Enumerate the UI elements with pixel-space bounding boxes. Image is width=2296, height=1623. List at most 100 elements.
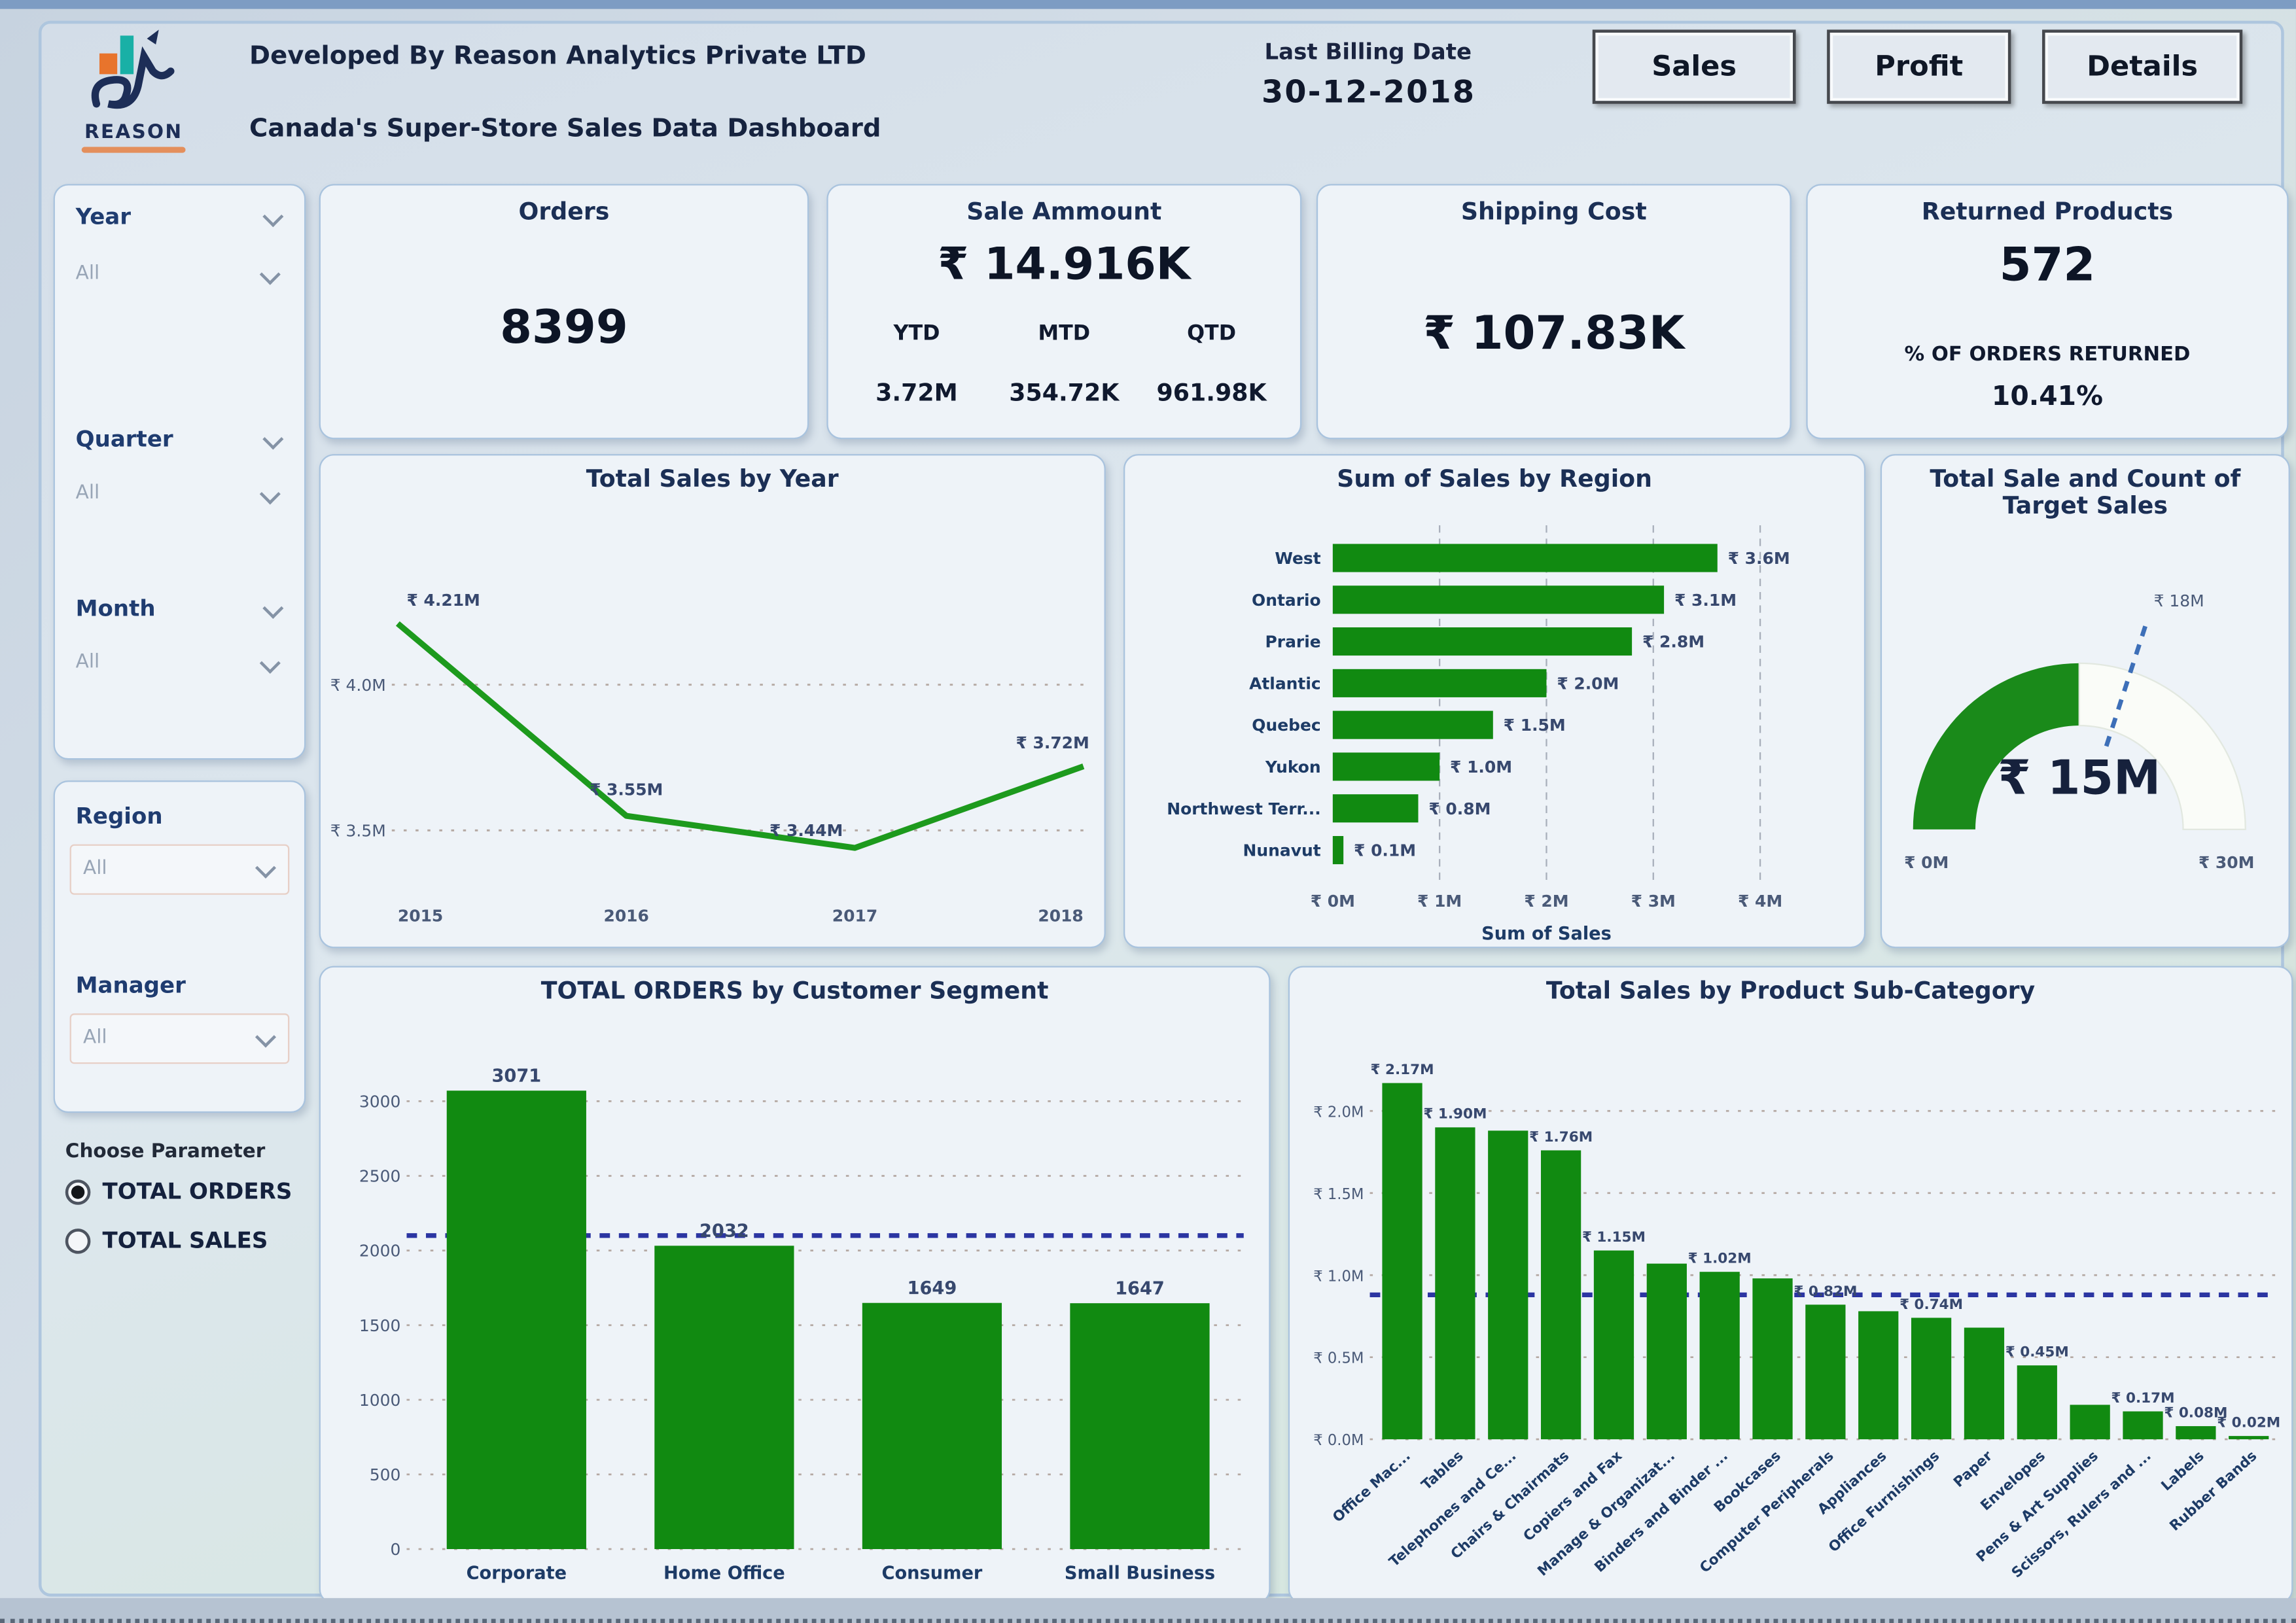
y-tick-label: 0 <box>391 1540 401 1559</box>
chevron-down-icon[interactable] <box>259 652 281 674</box>
bar-Tables[interactable] <box>1435 1127 1475 1440</box>
bar-Home Office[interactable] <box>654 1246 794 1550</box>
category-label: Yukon <box>1265 758 1321 777</box>
y-tick-label: ₹ 3.5M <box>330 821 386 840</box>
year-slicer-value[interactable]: All <box>75 262 100 285</box>
category-label: Small Business <box>1065 1563 1215 1583</box>
x-tick-label: ₹ 0M <box>1311 892 1355 911</box>
sales-line[interactable] <box>395 621 1085 851</box>
bar-Office Furnishings[interactable] <box>1911 1318 1952 1440</box>
bar-Paper[interactable] <box>1964 1327 2005 1440</box>
bar-Quebec[interactable] <box>1332 710 1493 739</box>
chart-title: Sum of Sales by Region <box>1337 464 1652 493</box>
y-tick-label: 2500 <box>359 1167 400 1186</box>
bar-Labels[interactable] <box>2176 1426 2216 1440</box>
region-slicer-value[interactable]: All <box>83 858 107 881</box>
radio-total-orders-label: TOTAL ORDERS <box>102 1178 292 1205</box>
y-tick-label: 1500 <box>359 1316 400 1335</box>
radio-total-sales[interactable]: TOTAL SALES <box>65 1227 268 1254</box>
radio-selected-icon[interactable] <box>65 1179 91 1204</box>
y-tick-label: ₹ 2.0M <box>1313 1104 1364 1121</box>
y-tick-label: ₹ 1.5M <box>1313 1186 1364 1203</box>
chevron-down-icon[interactable] <box>259 264 281 285</box>
x-tick-label: 2018 <box>1038 907 1083 926</box>
chevron-down-icon[interactable] <box>262 206 284 228</box>
bar-Rubber Bands[interactable] <box>2229 1436 2269 1440</box>
x-tick-label: 2016 <box>603 907 648 926</box>
radio-total-orders[interactable]: TOTAL ORDERS <box>65 1178 292 1205</box>
data-label: ₹ 0.74M <box>1899 1297 1963 1313</box>
bar-Envelopes[interactable] <box>2017 1365 2057 1440</box>
bar-Consumer[interactable] <box>862 1302 1002 1550</box>
chart-title: Total Sales by Year <box>586 464 839 493</box>
quarter-slicer-header[interactable]: Quarter <box>75 425 173 453</box>
manager-slicer-dropdown[interactable]: All <box>69 1013 290 1064</box>
qtd-value: 961.98K <box>1156 378 1267 407</box>
x-axis-title: Sum of Sales <box>1481 924 1612 944</box>
bar-Office Mac...[interactable] <box>1382 1083 1422 1440</box>
chevron-down-icon[interactable] <box>262 597 284 620</box>
bar-West[interactable] <box>1332 544 1718 572</box>
gauge-arc[interactable] <box>1913 663 2079 829</box>
bar-Prarie[interactable] <box>1332 627 1633 656</box>
category-label: Paper <box>1951 1448 1996 1491</box>
bar-Manage & Organizat...[interactable] <box>1646 1263 1687 1440</box>
data-label: ₹ 2.8M <box>1642 633 1704 652</box>
sales-nav-button[interactable]: Sales <box>1592 29 1796 104</box>
bar-Telephones and Ce...[interactable] <box>1488 1130 1528 1440</box>
bar-Yukon[interactable] <box>1332 752 1440 781</box>
chevron-down-icon[interactable] <box>255 1026 277 1048</box>
category-label: Ontario <box>1252 591 1321 610</box>
y-tick-label: ₹ 0.0M <box>1313 1432 1364 1449</box>
region-slicer-header[interactable]: Region <box>75 803 163 829</box>
x-tick-label: ₹ 1M <box>1417 892 1462 911</box>
bar-Pens & Art Supplies[interactable] <box>2070 1405 2110 1440</box>
manager-slicer-value[interactable]: All <box>83 1026 107 1049</box>
bar-Nunavut[interactable] <box>1332 835 1344 865</box>
region-slicer-dropdown[interactable]: All <box>69 844 290 895</box>
bar-Northwest Terr...[interactable] <box>1332 794 1419 823</box>
bar-Corporate[interactable] <box>446 1091 586 1550</box>
chevron-down-icon[interactable] <box>255 857 277 879</box>
logo-text: REASON <box>84 121 183 145</box>
chart-card-orders-by-segment: TOTAL ORDERS by Customer Segment 3000 250… <box>319 966 1271 1604</box>
chevron-down-icon[interactable] <box>262 428 284 450</box>
kpi-sale-breakdown-labels: YTD MTD QTD <box>843 322 1285 345</box>
data-label: ₹ 3.44M <box>769 821 843 840</box>
kpi-card-returns: Returned Products 572 % OF ORDERS RETURN… <box>1806 184 2289 440</box>
bar-Appliances[interactable] <box>1858 1311 1899 1440</box>
month-slicer-value[interactable]: All <box>75 651 100 674</box>
details-nav-button[interactable]: Details <box>2042 29 2243 104</box>
profit-nav-button[interactable]: Profit <box>1827 29 2011 104</box>
manager-slicer-header[interactable]: Manager <box>75 971 186 999</box>
last-billing-date: 30-12-2018 <box>1261 74 1476 110</box>
bar-Atlantic[interactable] <box>1332 669 1547 697</box>
bar-Binders and Binder ...[interactable] <box>1699 1272 1740 1440</box>
bar-Copiers and Fax[interactable] <box>1593 1250 1634 1440</box>
month-slicer-header[interactable]: Month <box>75 595 156 622</box>
bar-Scissors, Rulers and ...[interactable] <box>2123 1411 2163 1440</box>
data-label: ₹ 0.17M <box>2111 1390 2174 1406</box>
y-tick-label: 1000 <box>359 1391 400 1410</box>
sales-by-region-bar-chart: ₹ 0M ₹ 1M ₹ 2M ₹ 3M ₹ 4M West ₹ 3.6M Ontario ₹ 3… <box>1167 525 1790 944</box>
category-label: Office Mac... <box>1330 1448 1414 1526</box>
y-tick-label: ₹ 0.5M <box>1313 1350 1364 1367</box>
kpi-card-sale-amount: Sale Ammount ₹ 14.916K YTD MTD QTD 3.72M… <box>826 184 1302 440</box>
bar-Computer Peripherals[interactable] <box>1805 1304 1846 1440</box>
radio-total-sales-label: TOTAL SALES <box>102 1227 268 1254</box>
radio-unselected-icon[interactable] <box>65 1227 91 1253</box>
data-label: ₹ 0.08M <box>2164 1405 2227 1421</box>
gauge-value: ₹ 15M <box>1998 750 2161 805</box>
bar-Chairs & Chairmats[interactable] <box>1540 1150 1581 1440</box>
chart-card-target-gauge: Total Sale and Count of Target Sales ₹ 1… <box>1880 454 2290 949</box>
category-label: Corporate <box>467 1563 567 1583</box>
gauge-target-needle <box>2102 625 2147 752</box>
chevron-down-icon[interactable] <box>259 483 281 505</box>
category-label: Labels <box>2158 1448 2207 1494</box>
bar-Small Business[interactable] <box>1070 1303 1210 1550</box>
bar-Bookcases[interactable] <box>1752 1278 1793 1440</box>
bar-Ontario[interactable] <box>1332 585 1665 614</box>
year-slicer-header[interactable]: Year <box>75 203 132 230</box>
quarter-slicer-value[interactable]: All <box>75 482 100 505</box>
gauge-target-label: ₹ 18M <box>2154 591 2204 610</box>
